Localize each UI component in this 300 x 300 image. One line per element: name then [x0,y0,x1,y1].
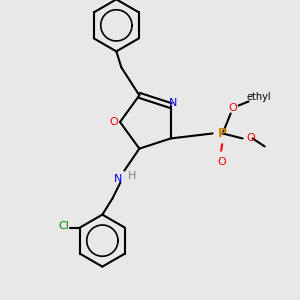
Text: O: O [110,117,118,127]
Text: O: O [246,134,255,143]
Text: N: N [114,174,122,184]
Text: ethyl: ethyl [246,92,271,103]
Text: H: H [128,171,136,181]
Text: N: N [169,98,177,107]
Text: O: O [228,103,237,113]
Text: P: P [218,127,227,140]
Text: Cl: Cl [58,220,69,231]
Text: O: O [217,158,226,167]
